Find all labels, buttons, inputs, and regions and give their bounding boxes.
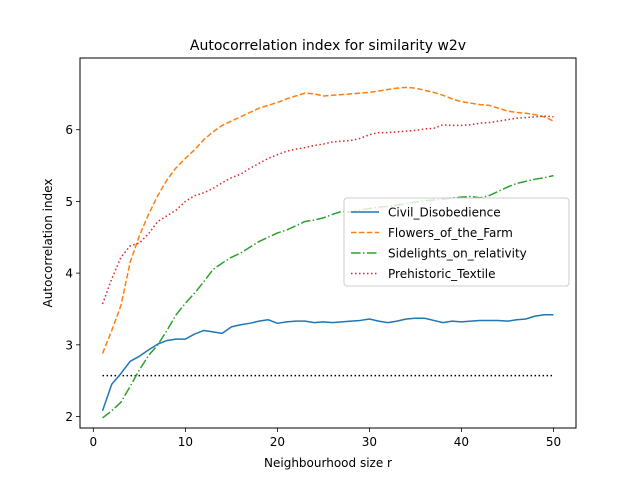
series-line-prehistoric-textile <box>101 115 554 305</box>
x-axis: 0 10 20 30 40 50 <box>90 428 561 449</box>
x-tick-label: 10 <box>178 435 193 449</box>
plot-area <box>101 86 554 419</box>
legend-box <box>343 197 570 287</box>
chart-title: Autocorrelation index for similarity w2v <box>190 38 466 54</box>
x-tick-label: 50 <box>546 435 561 449</box>
series-line-flowers-of-the-farm <box>101 86 554 354</box>
legend-label: Prehistoric_Textile <box>388 267 496 281</box>
y-tick-label: 3 <box>65 338 73 352</box>
legend-label: Sidelights_on_relativity <box>388 247 527 261</box>
y-tick-label: 2 <box>65 410 73 424</box>
legend-label: Civil_Disobedience <box>388 206 501 220</box>
x-axis-title: Neighbourhood size r <box>264 456 392 470</box>
y-axis-title: Autocorrelation index <box>41 179 55 308</box>
plot-frame <box>79 57 577 429</box>
x-tick-label: 30 <box>362 435 377 449</box>
x-tick-label: 0 <box>90 435 98 449</box>
y-tick-label: 5 <box>65 195 73 209</box>
series-line-civil-disobedience <box>101 313 554 412</box>
y-tick-label: 4 <box>65 267 73 281</box>
legend-label: Flowers_of_the_Farm <box>388 226 513 240</box>
x-tick-label: 20 <box>270 435 285 449</box>
y-axis: 2 3 4 5 6 <box>65 123 80 424</box>
x-tick-label: 40 <box>454 435 469 449</box>
y-tick-label: 6 <box>65 123 73 137</box>
legend: Civil_Disobedience Flowers_of_the_Farm Sid… <box>343 197 570 287</box>
